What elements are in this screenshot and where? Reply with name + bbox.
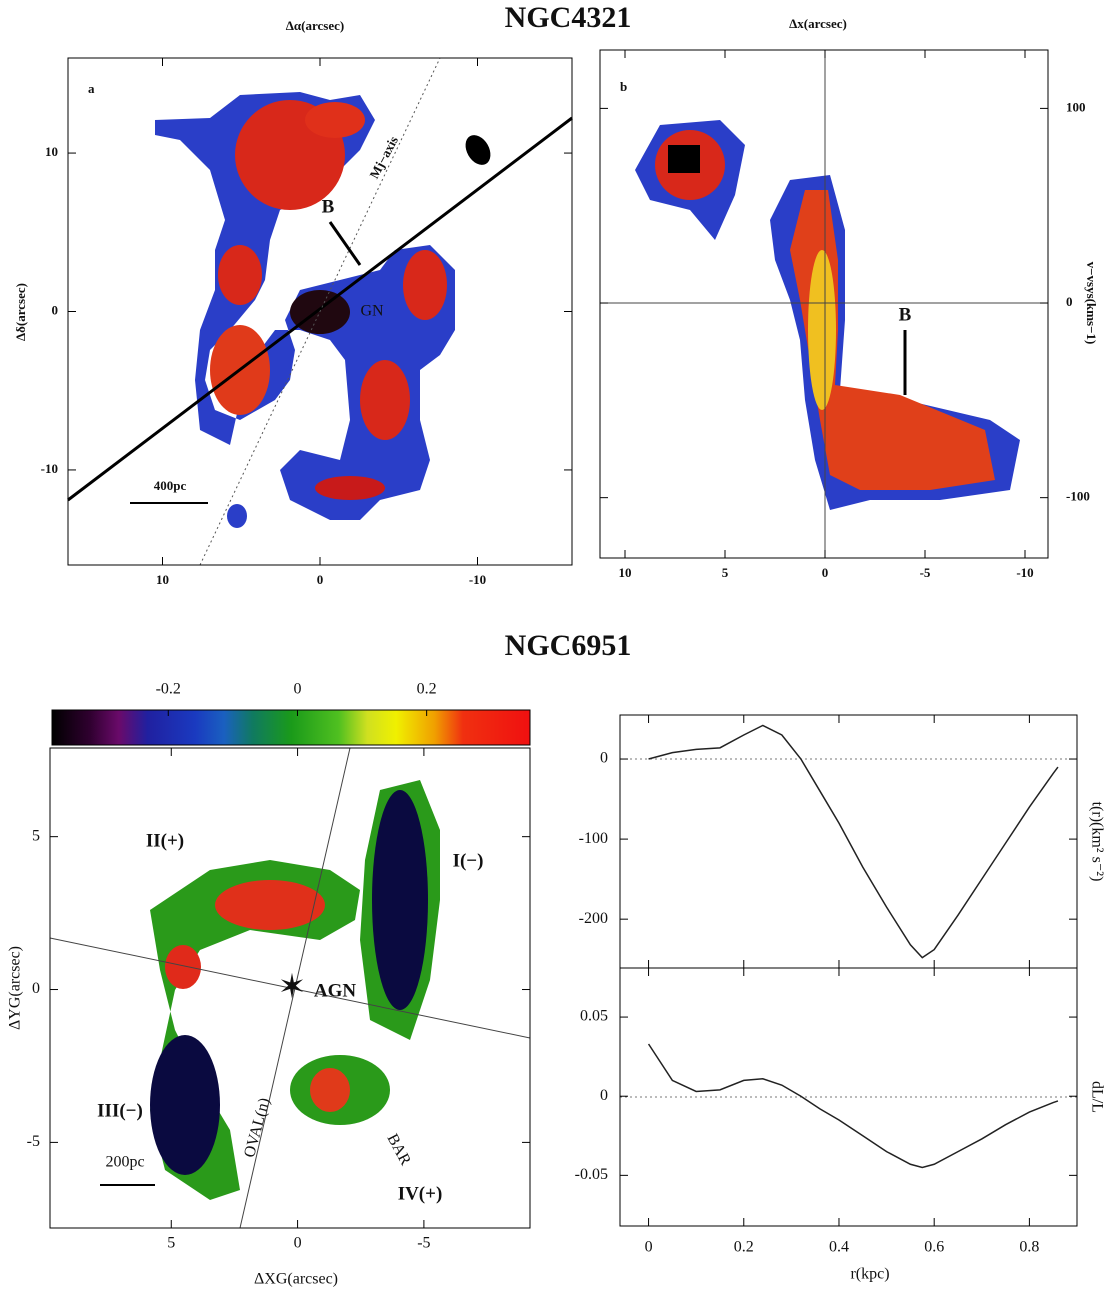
y-tick-label: 10 [45,144,58,159]
x-axis-label: ΔXG(arcsec) [254,1271,338,1288]
y-axis-label: t(r)(km² s⁻²) [1088,802,1105,882]
y-tick-label: -200 [579,910,608,927]
y-tick-label: -100 [1066,489,1090,504]
bar-axis [49,937,531,1039]
frame [619,967,1078,1227]
colorbar-tick-label: 0 [293,681,301,698]
x-tick-label: 5 [167,1235,175,1252]
y-tick-label: 0.05 [580,1008,608,1025]
x-tick-label: 10 [156,572,169,587]
x-tick-label: 10 [619,565,632,580]
y-tick-label: -5 [27,1133,40,1150]
arrow [328,221,362,266]
oval-axis [239,747,351,1229]
y-tick-label: -10 [41,461,58,476]
x-tick-label: 0 [645,1239,653,1256]
x-tick-label: -10 [469,572,486,587]
annotation: GN [360,303,384,320]
map-c-emission [150,780,440,1200]
y-tick-label: -100 [579,830,608,847]
annotation: III(−) [97,1100,143,1121]
annotation: I(−) [453,850,484,871]
cut-line [67,116,573,502]
frame [599,49,1049,559]
y-tick-label: 0 [52,302,59,317]
x-tick-label: -5 [417,1235,430,1252]
x-tick-label: 0.2 [734,1239,754,1256]
x-tick-label: 5 [722,565,729,580]
map-b-emission [635,120,1020,510]
colorbar-tick-label: -0.2 [156,681,181,698]
figure-title: NGC6951 [505,629,632,662]
annotation: B [322,196,335,217]
x-axis-label: Δα(arcsec) [286,18,344,33]
annotation: 400pc [154,478,187,493]
x-tick-label: -10 [1016,565,1033,580]
x-tick-label: 0 [317,572,324,587]
map-a-emission [155,92,491,528]
y-axis-label: v−vsys(kms−1) [1084,262,1099,345]
y-tick-label: -0.05 [575,1166,608,1183]
y-axis-label: dL/L [1088,1081,1105,1113]
agn-marker: ✶ [278,969,307,1006]
curve [647,1043,1059,1169]
y-tick-label: 0 [1066,294,1073,309]
annotation: II(+) [146,830,184,851]
colorbar [51,709,531,746]
panel-label: b [620,79,627,94]
frame [49,747,531,1229]
x-axis-label: r(kpc) [850,1266,889,1283]
annotation: Mj−axis [366,134,401,181]
curve [648,724,1059,959]
y-tick-label: 0 [600,1087,608,1104]
annotation: BAR [384,1131,415,1168]
annotation: IV(+) [398,1183,443,1204]
figure-title: NGC4321 [505,1,632,34]
annotation: B [899,304,912,325]
x-tick-label: 0 [822,565,829,580]
colorbar-tick-label: 0.2 [417,681,437,698]
y-tick-label: 0 [32,980,40,997]
annotation: OVAL(n) [241,1096,273,1159]
x-tick-label: 0.4 [829,1239,849,1256]
y-axis-label: ΔYG(arcsec) [7,946,24,1030]
annotation: AGN [314,980,357,1001]
panel-label: a [88,81,95,96]
x-axis-label: Δx(arcsec) [789,16,847,31]
annotation: 200pc [105,1154,144,1171]
y-tick-label: 100 [1066,99,1086,114]
x-tick-label: 0.6 [924,1239,944,1256]
x-tick-label: 0.8 [1019,1239,1039,1256]
x-tick-label: -5 [920,565,931,580]
x-tick-label: 0 [294,1235,302,1252]
major-axis [199,57,441,566]
y-tick-label: 0 [600,750,608,767]
y-axis-label: Δδ(arcsec) [13,283,28,341]
y-tick-label: 5 [32,827,40,844]
